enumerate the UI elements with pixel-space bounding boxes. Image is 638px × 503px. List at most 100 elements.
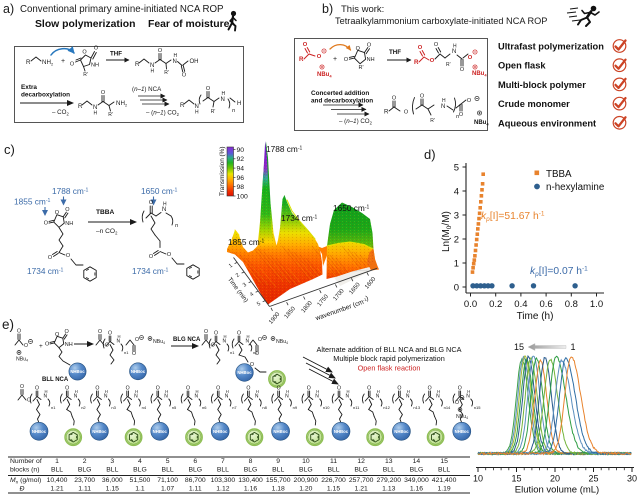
- svg-text:3: 3: [110, 458, 114, 465]
- svg-text:n2: n2: [253, 350, 258, 355]
- svg-text:N: N: [44, 394, 48, 400]
- svg-text:1.07: 1.07: [161, 486, 174, 493]
- svg-text:O: O: [158, 48, 163, 54]
- svg-text:H: H: [467, 389, 470, 394]
- svg-text:H: H: [75, 389, 78, 394]
- svg-text:O: O: [204, 329, 208, 335]
- svg-text:O: O: [258, 337, 262, 343]
- svg-text:NHBoc: NHBoc: [237, 370, 252, 375]
- svg-text:O: O: [337, 386, 341, 392]
- svg-text:O: O: [108, 331, 112, 337]
- svg-text:R': R': [446, 62, 451, 68]
- svg-text:n6: n6: [202, 405, 207, 410]
- svg-text:BLG: BLG: [188, 467, 202, 474]
- svg-text:+: +: [39, 343, 43, 350]
- svg-text:1.16: 1.16: [410, 486, 423, 493]
- svg-text:– (n–1) CO2: – (n–1) CO2: [339, 118, 373, 126]
- svg-text:BLG: BLG: [354, 467, 368, 474]
- svg-text:349,000: 349,000: [404, 477, 429, 484]
- svg-text:Ultrafast polymerization: Ultrafast polymerization: [498, 42, 604, 52]
- svg-text:1: 1: [454, 258, 459, 269]
- svg-text:n12: n12: [383, 405, 390, 410]
- svg-text:O: O: [48, 255, 53, 261]
- svg-text:8: 8: [249, 458, 253, 465]
- svg-text:O: O: [277, 386, 281, 392]
- svg-text:1788 cm-1: 1788 cm-1: [266, 144, 302, 154]
- svg-text:O: O: [367, 42, 372, 48]
- svg-text:H: H: [135, 389, 138, 394]
- svg-text:O: O: [24, 343, 28, 349]
- svg-text:H: H: [174, 53, 178, 59]
- svg-text:NH: NH: [367, 57, 375, 63]
- svg-text:Elution volume (mL): Elution volume (mL): [515, 485, 599, 496]
- svg-text:0.0: 0.0: [464, 299, 477, 310]
- svg-text:H: H: [237, 101, 241, 107]
- svg-text:N: N: [195, 104, 199, 110]
- svg-text:c): c): [4, 142, 15, 157]
- svg-text:N: N: [452, 49, 456, 55]
- svg-text:36,000: 36,000: [102, 477, 123, 484]
- svg-text:N: N: [246, 339, 250, 345]
- svg-text:n10: n10: [323, 405, 330, 410]
- svg-text:90: 90: [237, 147, 245, 154]
- svg-text:n2: n2: [81, 405, 86, 410]
- svg-text:O: O: [250, 362, 254, 368]
- svg-text:O: O: [135, 337, 139, 343]
- svg-text:H: H: [442, 98, 446, 104]
- svg-text:n4: n4: [142, 405, 147, 410]
- svg-text:n1: n1: [124, 350, 129, 355]
- svg-text:O: O: [27, 398, 31, 404]
- svg-text:H: H: [453, 44, 457, 50]
- svg-text:O: O: [214, 331, 218, 337]
- svg-text:+: +: [333, 56, 337, 63]
- svg-text:R': R': [211, 109, 216, 115]
- svg-text:O: O: [237, 331, 241, 337]
- svg-text:N: N: [441, 104, 445, 110]
- svg-text:3: 3: [242, 282, 248, 289]
- svg-text:O: O: [45, 341, 50, 347]
- svg-text:98: 98: [237, 184, 245, 191]
- svg-text:1.21: 1.21: [50, 486, 63, 493]
- svg-text:15: 15: [514, 342, 524, 352]
- svg-text:O: O: [458, 386, 462, 392]
- svg-text:kp[I]=0.07 h-1: kp[I]=0.07 h-1: [530, 266, 588, 279]
- svg-text:BLG: BLG: [410, 467, 424, 474]
- svg-text:O: O: [182, 73, 187, 79]
- svg-text:51,500: 51,500: [130, 477, 151, 484]
- svg-text:O: O: [186, 386, 190, 392]
- svg-text:1.21: 1.21: [355, 486, 368, 493]
- svg-text:+: +: [61, 58, 65, 65]
- svg-text:N: N: [406, 394, 410, 400]
- svg-text:1.18: 1.18: [272, 486, 285, 493]
- svg-text:14: 14: [413, 458, 421, 465]
- svg-text:O: O: [455, 400, 459, 406]
- svg-text:TBBA: TBBA: [546, 169, 572, 180]
- svg-text:(n–1) NCA: (n–1) NCA: [132, 86, 162, 93]
- svg-text:O: O: [55, 210, 60, 216]
- svg-text:NH2: NH2: [42, 59, 54, 67]
- svg-text:279,200: 279,200: [377, 477, 402, 484]
- svg-text:NH: NH: [91, 63, 99, 69]
- svg-text:1.13: 1.13: [382, 486, 395, 493]
- svg-text:TBBA: TBBA: [96, 209, 115, 216]
- svg-text:0.8: 0.8: [565, 299, 578, 310]
- svg-text:10,400: 10,400: [47, 477, 68, 484]
- svg-text:Slow polymerization: Slow polymerization: [35, 19, 135, 30]
- svg-text:N: N: [150, 63, 154, 69]
- svg-text:O: O: [428, 386, 432, 392]
- svg-text:2: 2: [83, 458, 87, 465]
- svg-text:1: 1: [55, 458, 59, 465]
- svg-text:1.16: 1.16: [244, 486, 257, 493]
- svg-text:n1: n1: [230, 350, 235, 355]
- svg-text:O: O: [420, 94, 425, 100]
- svg-text:NHBoc: NHBoc: [455, 429, 470, 434]
- svg-text:H: H: [377, 389, 380, 394]
- svg-text:– (n–1) CO2: – (n–1) CO2: [146, 110, 180, 118]
- svg-text:BLG: BLG: [244, 467, 258, 474]
- svg-text:5: 5: [454, 162, 459, 173]
- svg-text:1855 cm-1: 1855 cm-1: [228, 237, 264, 247]
- svg-text:25: 25: [588, 474, 598, 484]
- svg-text:O: O: [206, 86, 211, 92]
- svg-text:O: O: [418, 45, 423, 51]
- svg-text:N: N: [164, 394, 168, 400]
